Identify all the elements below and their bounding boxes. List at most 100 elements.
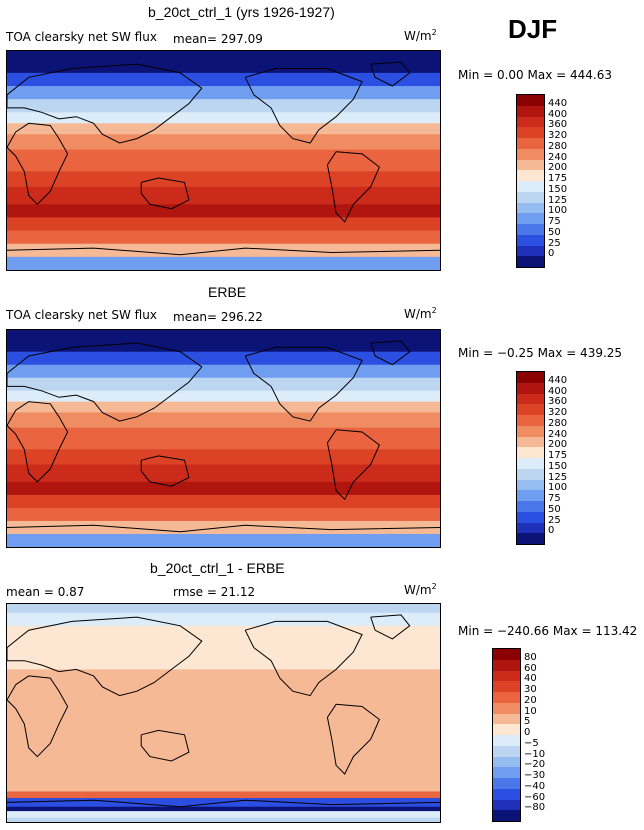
panel1-title: b_20ct_ctrl_1 (yrs 1926-1927) [148,4,335,20]
map-band [7,412,440,429]
colorbar-level-label: 40 [524,673,537,685]
coastline [7,342,203,422]
colorbar-swatch [517,393,544,405]
colorbar-level-label: 400 [548,385,568,397]
colorbar-level-label: 280 [548,140,568,152]
panel1-mean: mean= 297.09 [173,32,263,46]
colorbar-swatch [493,681,520,692]
colorbar-swatch [517,170,544,181]
colorbar-swatch [493,649,520,660]
map-band [7,464,440,483]
map-band [7,351,440,366]
colorbar-level-label: −40 [524,780,546,792]
map-band [7,494,440,509]
panel1-units: W/m2 [404,28,437,43]
coastline [326,429,381,501]
colorbar-level-label: 0 [548,525,555,537]
map-band [7,134,440,151]
colorbar-swatch [517,116,544,128]
colorbar-swatch [517,425,544,437]
colorbar-level-label: 320 [548,130,568,141]
colorbar-swatch [517,436,544,448]
season-label: DJF [508,14,558,44]
coastline [7,122,69,206]
coastline [7,675,69,758]
colorbar-swatch [517,490,544,501]
coastline [7,401,69,483]
map-band [7,171,440,188]
panel3-rmse: rmse = 21.12 [173,585,256,599]
panel2-variable: TOA clearsky net SW flux [6,308,157,322]
colorbar-swatch [493,767,520,778]
map-band [7,51,440,74]
colorbar-level-label: 360 [548,119,568,131]
colorbar-swatch [517,127,544,138]
colorbar-swatch [493,713,520,725]
colorbar-swatch [493,659,520,671]
colorbar-level-label: 150 [548,460,568,472]
panel3-minmax: Min = −240.66 Max = 113.42 [458,624,638,638]
map-band [7,99,440,114]
colorbar-level-label: 0 [524,727,531,738]
colorbar-level-label: 200 [548,439,568,451]
map-band [7,806,440,813]
coastline [244,346,363,422]
colorbar-level-label: 320 [548,407,568,418]
colorbar-level-label: 25 [548,237,561,249]
map-band [7,377,440,392]
map-band [7,401,440,414]
map-band [7,669,440,758]
coastline [244,620,363,697]
colorbar-level-label: 150 [548,183,568,195]
coastline [7,616,203,697]
colorbar-level-label: 75 [548,216,561,227]
panel2-mean: mean= 296.22 [173,310,263,324]
panel1-minmax: Min = 0.00 Max = 444.63 [458,68,612,82]
colorbar-swatch [517,511,544,523]
colorbar-level-label: 175 [548,173,568,184]
panel2-colorbar [516,371,545,545]
map-band [7,756,440,793]
colorbar-swatch [493,778,520,789]
colorbar-swatch [517,501,544,512]
colorbar-level-label: 200 [548,162,568,174]
colorbar-level-label: 100 [548,482,568,494]
map-band [7,791,440,800]
map-band [7,123,440,136]
colorbar-swatch [517,202,544,214]
colorbar-level-label: 100 [548,205,568,217]
colorbar-level-label: 125 [548,194,568,206]
colorbar-swatch [493,756,520,768]
panel3-title: b_20ct_ctrl_1 - ERBE [150,560,285,576]
panel3-mean: mean = 0.87 [6,585,85,599]
panel2-minmax: Min = −0.25 Max = 439.25 [458,346,623,360]
colorbar-level-label: −80 [524,802,546,814]
panel2-map [6,329,441,548]
map-band [7,217,440,232]
colorbar-level-label: 50 [548,503,561,515]
colorbar-level-label: 360 [548,396,568,408]
panel2-units: W/m2 [404,306,437,321]
colorbar-level-label: 5 [524,716,531,728]
colorbar-swatch [517,95,544,106]
colorbar-swatch [517,479,544,491]
colorbar-level-label: 440 [548,97,568,109]
colorbar-swatch [517,105,544,117]
colorbar-swatch [493,810,520,821]
coastline [140,729,190,762]
panel3-colorbar [492,648,521,822]
colorbar-level-label: 80 [524,651,537,663]
panel3-units: W/m2 [404,582,437,597]
colorbar-level-label: 240 [548,428,568,440]
colorbar-level-label: 50 [548,226,561,238]
colorbar-swatch [517,522,544,534]
colorbar-level-label: −60 [524,791,546,803]
coastline [370,61,411,87]
colorbar-swatch [493,670,520,682]
colorbar-level-label: 75 [548,493,561,504]
colorbar-swatch [517,159,544,171]
map-band [7,230,440,245]
colorbar-level-label: 25 [548,514,561,526]
colorbar-level-label: 125 [548,471,568,483]
map-band [7,427,440,451]
